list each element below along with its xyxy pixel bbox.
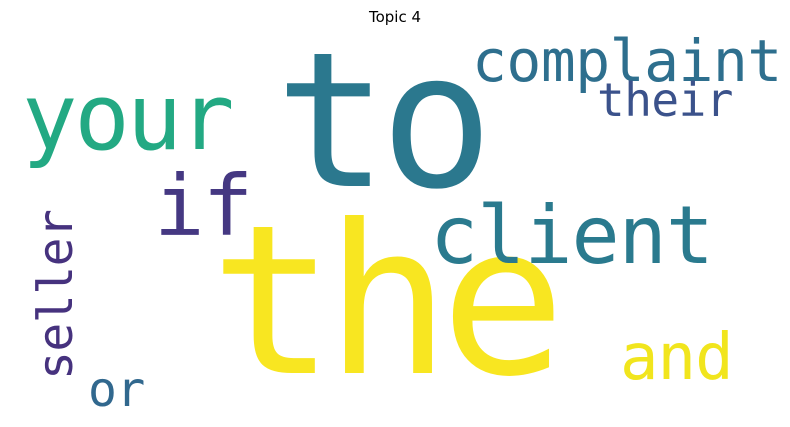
word-seller: seller: [28, 209, 84, 380]
word-their: their: [597, 73, 733, 127]
word-complaint: complaint: [472, 30, 778, 95]
word-client: client: [430, 189, 714, 282]
word-the: the: [210, 181, 566, 420]
word-to: to: [275, 30, 493, 231]
figure-title: Topic 4: [368, 8, 422, 26]
word-your: your: [22, 64, 235, 171]
word-if: if: [154, 157, 253, 255]
word-and: and: [620, 321, 734, 395]
word-or: or: [88, 362, 145, 418]
word-cloud: the to client your complaint if and thei…: [12, 30, 778, 420]
